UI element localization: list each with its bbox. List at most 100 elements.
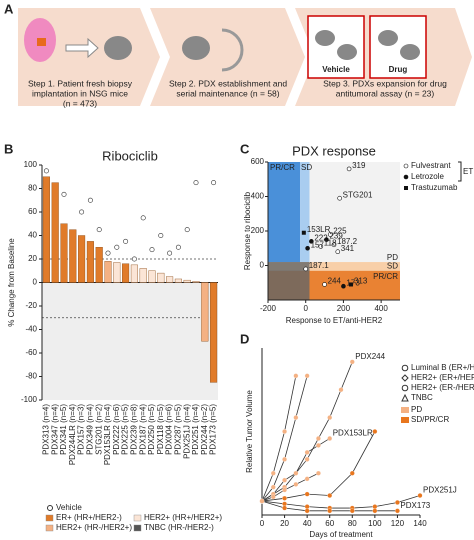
region-label: SD [387, 261, 398, 270]
legend-label: Vehicle [56, 503, 82, 512]
biopsy-icon [37, 38, 46, 46]
x-tick-label: 400 [374, 304, 388, 313]
step-text: serial maintenance (n = 58) [176, 88, 279, 98]
chart-title: PDX response [292, 143, 376, 158]
legend-label: HER2+ (ER+/HER2+) [411, 373, 474, 382]
legend-marker [401, 374, 409, 382]
x-tick-label: PDX187 (n=4) [138, 404, 147, 455]
series-point [394, 508, 400, 514]
legend-label: Trastuzumab [411, 183, 458, 192]
panel-label: B [4, 141, 13, 156]
point [301, 230, 306, 235]
point-label: 173 [346, 278, 360, 287]
step-text: antitumoral assay (n = 23) [336, 88, 435, 98]
point-label: 222 [314, 233, 328, 242]
vehicle-point [140, 215, 146, 221]
x-tick-label: PDX313 (n=4) [42, 404, 51, 455]
arm-label: Drug [389, 65, 408, 74]
series-label: PDX153LR [333, 429, 373, 438]
y-tick-label: 200 [251, 226, 265, 235]
x-tick-label: STG201 (n=2) [94, 404, 103, 455]
series-point [282, 429, 288, 434]
point [324, 237, 329, 242]
series-point [417, 493, 423, 498]
series-point [270, 484, 276, 490]
mouse-icon [400, 44, 420, 60]
x-tick-label: PDX004 (n=6) [165, 404, 174, 455]
y-axis-label: Response to ribociclib [243, 191, 252, 270]
bar [113, 262, 121, 283]
chevron [150, 8, 305, 106]
legend-marker [401, 393, 409, 402]
mouse-icon [104, 36, 132, 60]
series-line [261, 495, 421, 509]
vehicle-point [105, 250, 111, 256]
series-point [372, 508, 378, 514]
point [346, 166, 352, 172]
x-tick-label: PDX153LR (n=4) [103, 404, 112, 465]
bar [51, 182, 59, 283]
x-tick-label: 60 [325, 519, 334, 528]
series-point [315, 442, 321, 448]
series-point [349, 359, 355, 365]
series-point [327, 493, 333, 498]
y-tick-label: 40 [28, 231, 37, 240]
series-point [293, 470, 299, 476]
vehicle-point [114, 244, 120, 250]
point-label: 187.1 [309, 261, 330, 270]
legend-label: SD/PR/CR [411, 415, 449, 424]
point [404, 186, 408, 190]
vehicle-point [149, 247, 155, 253]
panel-label: A [4, 1, 14, 16]
bar [148, 270, 156, 283]
panel-label: D [240, 331, 249, 346]
bracket [458, 161, 462, 182]
series-point [304, 508, 310, 514]
y-tick-label: 0 [260, 261, 265, 270]
y-tick-label: -20 [25, 301, 37, 310]
series-point [372, 429, 378, 434]
bar [42, 176, 50, 283]
point [327, 232, 333, 237]
x-tick-label: PDX244 (n=2) [200, 404, 209, 455]
point [341, 283, 346, 289]
point-label: 239 [329, 232, 343, 241]
point [303, 266, 309, 272]
x-tick-label: 40 [303, 519, 312, 528]
vehicle-point [211, 180, 217, 186]
sd-zone-y [268, 262, 400, 271]
bar [60, 223, 68, 283]
legend-marker [47, 505, 53, 511]
legend-marker [401, 384, 409, 392]
vehicle-point [43, 168, 49, 174]
series-point [282, 487, 288, 493]
x-tick-label: PDX244LR (n=4) [68, 404, 77, 465]
series-point [293, 415, 299, 421]
panel-a [18, 8, 472, 106]
series-point [394, 500, 400, 505]
y-tick-label: -100 [21, 395, 38, 404]
mouse-icon [315, 30, 335, 46]
series-point [372, 504, 378, 510]
bar [192, 281, 200, 283]
bar [139, 268, 147, 283]
legend-marker [401, 364, 409, 372]
x-tick-label: PDX251J (n=4) [182, 404, 191, 459]
series-point [270, 494, 276, 500]
x-tick-label: PDX251 (n=4) [191, 404, 200, 455]
point-label: 319 [352, 161, 366, 170]
x-tick-label: 100 [368, 519, 382, 528]
series-label: PDX244 [355, 352, 385, 361]
y-axis-label: % Change from Baseline [7, 238, 16, 327]
series-point [315, 470, 321, 476]
x-axis-label: Days of treatment [309, 530, 373, 539]
point [318, 244, 324, 249]
point [403, 163, 409, 169]
x-tick-label: PDX341 (n=5) [59, 404, 68, 455]
legend-swatch [45, 514, 54, 522]
y-tick-label: 400 [251, 192, 265, 201]
x-tick-label: 20 [280, 519, 289, 528]
region-label: SD [301, 163, 312, 172]
x-tick-label: 80 [348, 519, 357, 528]
series-point [315, 436, 321, 441]
